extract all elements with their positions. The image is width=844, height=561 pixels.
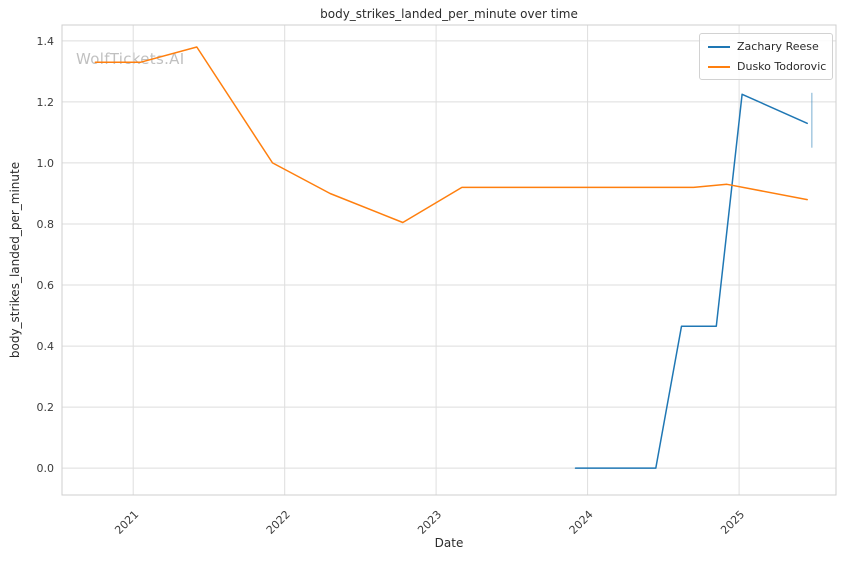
legend-item-zachary-reese: Zachary Reese	[708, 40, 824, 53]
x-axis-label: Date	[434, 536, 464, 550]
x-tick-label: 2022	[264, 508, 293, 537]
y-tick-label: 0.6	[37, 279, 55, 292]
legend: Zachary Reese Dusko Todorovic	[699, 33, 833, 80]
y-tick-label: 1.2	[37, 96, 55, 109]
y-tick-label: 0.0	[37, 462, 55, 475]
legend-label-dusko-todorovic: Dusko Todorovic	[737, 60, 827, 73]
chart-title: body_strikes_landed_per_minute over time	[320, 7, 578, 21]
legend-line-swatch-orange	[708, 65, 730, 68]
x-tick-label: 2021	[112, 508, 141, 537]
series-line-dusko-todorovic	[94, 46, 808, 224]
legend-item-dusko-todorovic: Dusko Todorovic	[708, 60, 827, 73]
x-tick-label: 2024	[567, 508, 596, 537]
y-tick-label: 1.0	[37, 157, 55, 170]
y-tick-label: 0.4	[37, 340, 55, 353]
y-tick-label: 0.8	[37, 218, 55, 231]
y-axis-label: body_strikes_landed_per_minute	[8, 161, 22, 359]
legend-line-swatch-blue	[708, 45, 730, 48]
y-tick-label: 0.2	[37, 401, 55, 414]
x-tick-label: 2023	[415, 508, 444, 537]
watermark: WolfTickets.AI	[76, 50, 185, 68]
y-tick-label: 1.4	[37, 35, 55, 48]
x-tick-label: 2025	[718, 508, 747, 537]
plot-border	[61, 24, 837, 496]
series-line-zachary-reese	[574, 93, 808, 469]
legend-label-zachary-reese: Zachary Reese	[737, 40, 819, 53]
